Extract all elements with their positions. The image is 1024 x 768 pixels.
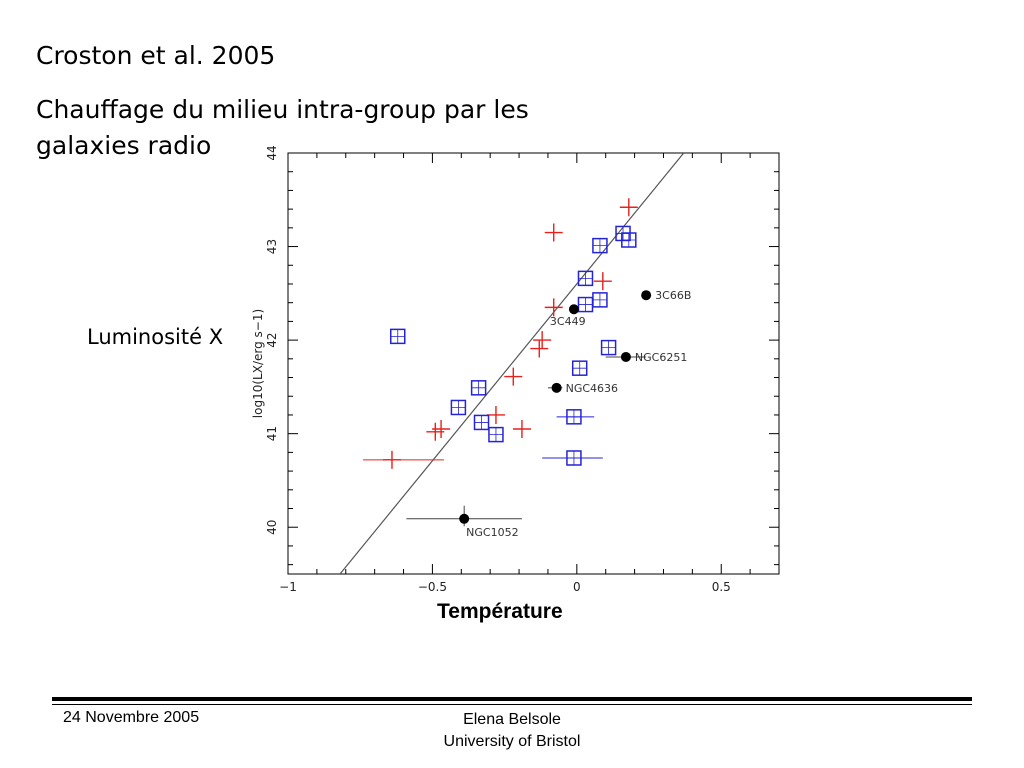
radio-group-point bbox=[450, 399, 467, 416]
x-axis-overlay-label: Température bbox=[437, 600, 563, 623]
point-label: 3C66B bbox=[655, 289, 691, 302]
group-point bbox=[593, 272, 612, 291]
footer-institution: University of Bristol bbox=[443, 733, 581, 750]
radio-group-point bbox=[577, 270, 594, 287]
group-point bbox=[486, 405, 505, 424]
radio-galaxy-point bbox=[568, 304, 579, 315]
group-point bbox=[504, 367, 523, 386]
radio-group-point bbox=[470, 380, 487, 396]
radio-group-point bbox=[592, 292, 608, 308]
radio-group-point bbox=[600, 339, 617, 356]
radio-group-marker-cross bbox=[566, 450, 581, 465]
x-tick-label: 0 bbox=[573, 580, 581, 594]
y-axis-title: log10(LX/erg s−1) bbox=[251, 309, 265, 418]
radio-group-point bbox=[621, 232, 637, 248]
footer-date: 24 Novembre 2005 bbox=[63, 709, 200, 726]
radio-group-marker-cross bbox=[488, 427, 503, 442]
group-point bbox=[533, 331, 552, 350]
footer-author: Elena Belsole bbox=[463, 711, 561, 728]
slide-subtitle: Chauffage du milieu intra-group par les … bbox=[36, 95, 529, 160]
radio-galaxy-point bbox=[459, 513, 470, 524]
y-tick-label: 44 bbox=[265, 145, 279, 160]
footer-divider-thin bbox=[52, 704, 972, 705]
plot-frame bbox=[287, 152, 780, 575]
point-label: NGC6251 bbox=[635, 351, 687, 364]
point-label: NGC4636 bbox=[566, 382, 618, 395]
radio-group-point bbox=[592, 237, 608, 254]
radio-group-marker-cross bbox=[578, 271, 593, 286]
group-point bbox=[512, 419, 531, 438]
slide-title: Croston et al. 2005 bbox=[36, 41, 276, 70]
fit-line bbox=[339, 153, 685, 574]
x-tick-label: −0.5 bbox=[418, 580, 447, 594]
radio-group-marker-cross bbox=[572, 361, 587, 376]
radio-group-marker-cross bbox=[471, 380, 486, 395]
radio-galaxy-point bbox=[551, 382, 562, 393]
group-point bbox=[530, 339, 549, 358]
radio-group-point bbox=[488, 426, 504, 443]
group-point bbox=[426, 422, 445, 441]
radio-galaxy-point bbox=[620, 351, 631, 362]
footer-divider bbox=[52, 697, 972, 701]
radio-group-point bbox=[390, 328, 406, 345]
group-point bbox=[544, 298, 563, 317]
radio-group-marker-cross bbox=[592, 238, 607, 253]
radio-group-point bbox=[571, 360, 588, 376]
radio-group-marker-cross bbox=[451, 400, 466, 415]
group-point bbox=[544, 223, 563, 242]
radio-group-point bbox=[566, 409, 582, 425]
point-label: 3C449 bbox=[550, 315, 586, 328]
y-tick-label: 40 bbox=[265, 520, 279, 535]
x-tick-label: −1 bbox=[279, 580, 297, 594]
y-axis-overlay-label: Luminosité X bbox=[87, 325, 224, 349]
x-tick-label: 0.5 bbox=[712, 580, 731, 594]
y-tick-label: 42 bbox=[265, 332, 279, 347]
radio-galaxy-point bbox=[641, 290, 652, 301]
radio-group-marker-cross bbox=[566, 409, 581, 424]
radio-group-marker-cross bbox=[474, 415, 489, 430]
radio-group-point bbox=[577, 296, 594, 313]
footer-author-block: Elena Belsole University of Bristol bbox=[412, 709, 612, 753]
radio-group-point bbox=[566, 450, 582, 466]
radio-group-marker-cross bbox=[592, 292, 607, 307]
radio-group-point bbox=[473, 414, 490, 431]
point-label: NGC1052 bbox=[466, 526, 518, 539]
group-point bbox=[619, 198, 638, 217]
y-tick-label: 41 bbox=[265, 426, 279, 441]
radio-group-marker-cross bbox=[621, 233, 636, 248]
y-tick-label: 43 bbox=[265, 239, 279, 254]
radio-group-marker-cross bbox=[601, 340, 616, 355]
radio-group-marker-cross bbox=[390, 329, 405, 344]
radio-group-marker-cross bbox=[578, 297, 593, 312]
group-point bbox=[382, 450, 401, 469]
